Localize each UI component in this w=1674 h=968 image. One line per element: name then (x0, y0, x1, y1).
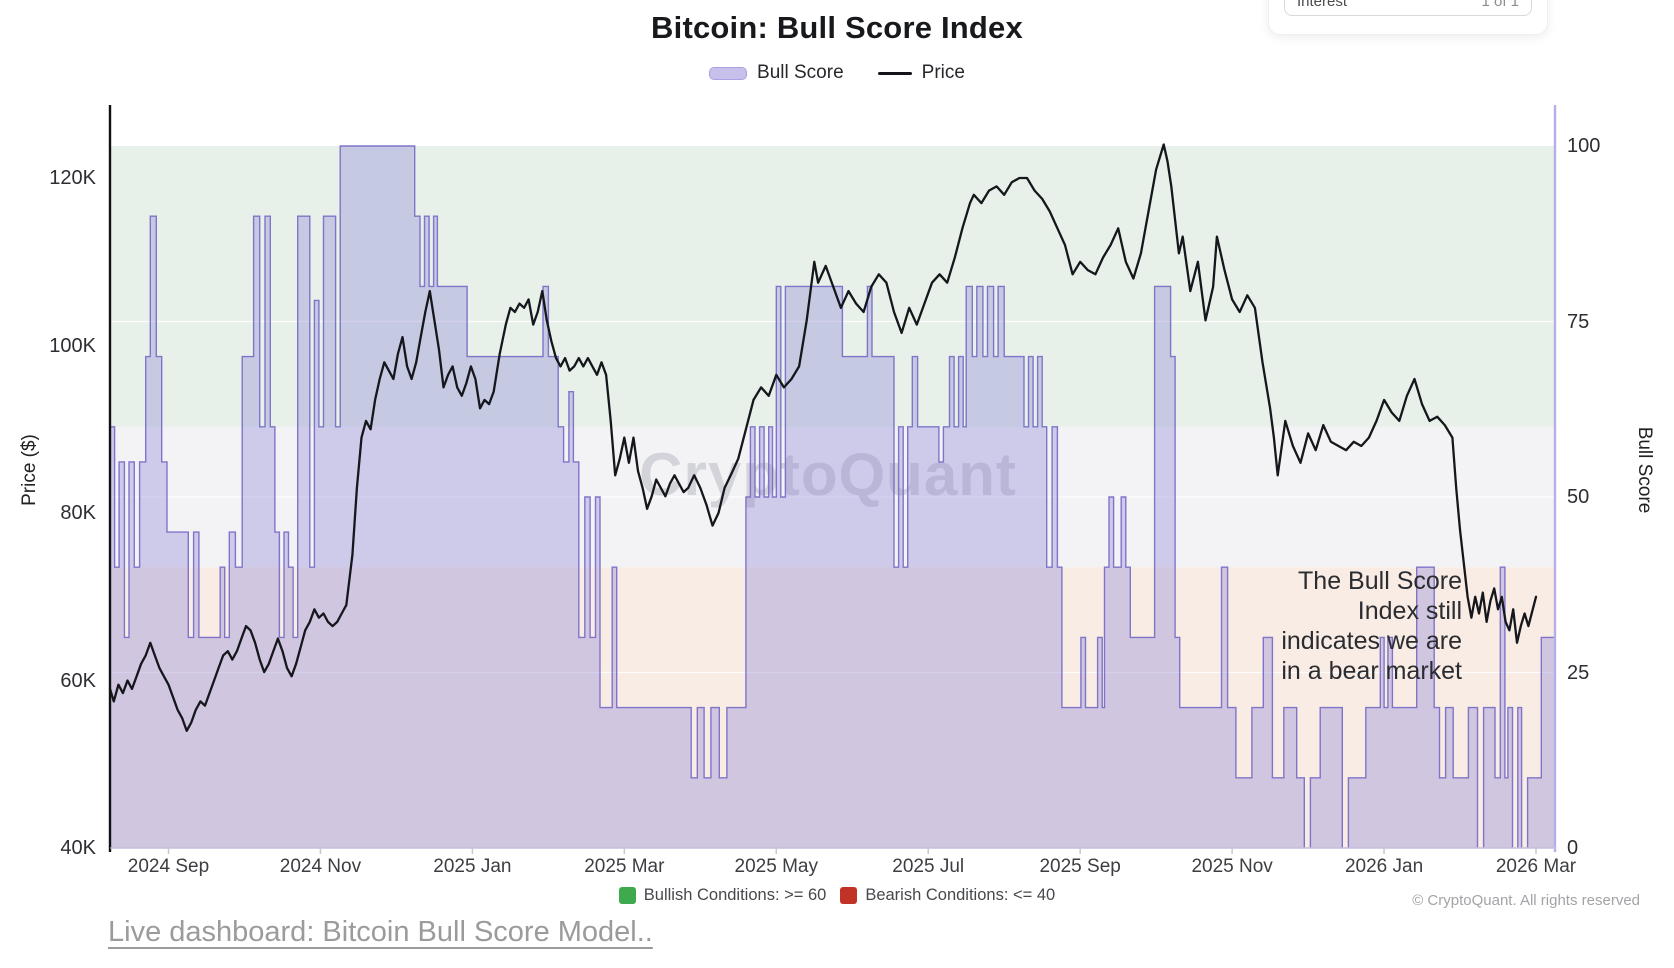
x-tick-label: 2025 Jan (433, 856, 512, 877)
bull-score-swatch-icon (709, 66, 748, 80)
annotation-text: The Bull Score Index still indicates we … (1281, 567, 1462, 685)
x-tick-label: 2025 Jul (892, 856, 965, 877)
left-axis-title: Price ($) (19, 434, 40, 506)
x-tick-label: 2024 Sep (127, 856, 210, 877)
legend-item-price: Price (877, 62, 965, 84)
search-popup-label: Interest (1297, 0, 1348, 10)
price-line-series (108, 143, 1538, 732)
bearish-swatch-icon (840, 887, 858, 904)
bullish-conditions-label: Bullish Conditions: >= 60 (643, 886, 827, 904)
x-tick-label: 2025 May (734, 856, 818, 877)
conditions-legend: Bullish Conditions: >= 60 Bearish Condit… (0, 886, 1674, 905)
score-tick-label: 75 (1567, 310, 1590, 333)
score-tick-label: 25 (1567, 661, 1590, 684)
bull-score-area-series (109, 145, 1556, 849)
price-tick-label: 40K (60, 837, 96, 859)
price-line-swatch-icon (877, 71, 912, 75)
right-axis-title: Bull Score (1634, 426, 1655, 514)
price-tick-label: 100K (49, 334, 96, 357)
copyright-text: © CryptoQuant. All rights reserved (1412, 892, 1640, 909)
price-tick-label: 120K (49, 167, 96, 189)
search-popup-count: 1 of 1 (1481, 0, 1519, 10)
score-tick-label: 0 (1567, 837, 1579, 859)
legend-bull-score-label: Bull Score (757, 62, 844, 83)
x-tick-label: 2025 Mar (584, 856, 665, 877)
price-tick-label: 60K (60, 669, 96, 692)
bullish-conditions-item: Bullish Conditions: >= 60 (618, 886, 827, 905)
search-popup-field[interactable]: Interest 1 of 1 (1284, 0, 1532, 16)
x-tick-label: 2024 Nov (279, 856, 362, 877)
x-tick-label: 2025 Nov (1191, 856, 1273, 877)
bearish-conditions-label: Bearish Conditions: <= 40 (865, 886, 1056, 904)
price-tick-label: 80K (60, 502, 96, 524)
cryptoquant-watermark: CryptoQuant (639, 440, 1017, 509)
x-tick-label: 2026 Mar (1495, 856, 1577, 877)
legend-item-bull-score: Bull Score (709, 62, 844, 84)
bearish-band (110, 567, 1555, 848)
page-title: Bitcoin: Bull Score Index (651, 10, 1023, 45)
bullish-swatch-icon (618, 887, 636, 904)
score-tick-label: 50 (1567, 486, 1590, 508)
live-dashboard-link[interactable]: Live dashboard: Bitcoin Bull Score Model… (108, 916, 653, 948)
score-tick-label: 100 (1567, 135, 1601, 157)
chart-legend: Bull Score Price (0, 62, 1674, 84)
x-tick-label: 2025 Sep (1039, 856, 1121, 877)
legend-price-label: Price (921, 62, 965, 83)
x-tick-label: 2026 Jan (1344, 856, 1424, 877)
search-popup-card: Interest 1 of 1 (1268, 0, 1548, 35)
bearish-conditions-item: Bearish Conditions: <= 40 (840, 886, 1055, 905)
